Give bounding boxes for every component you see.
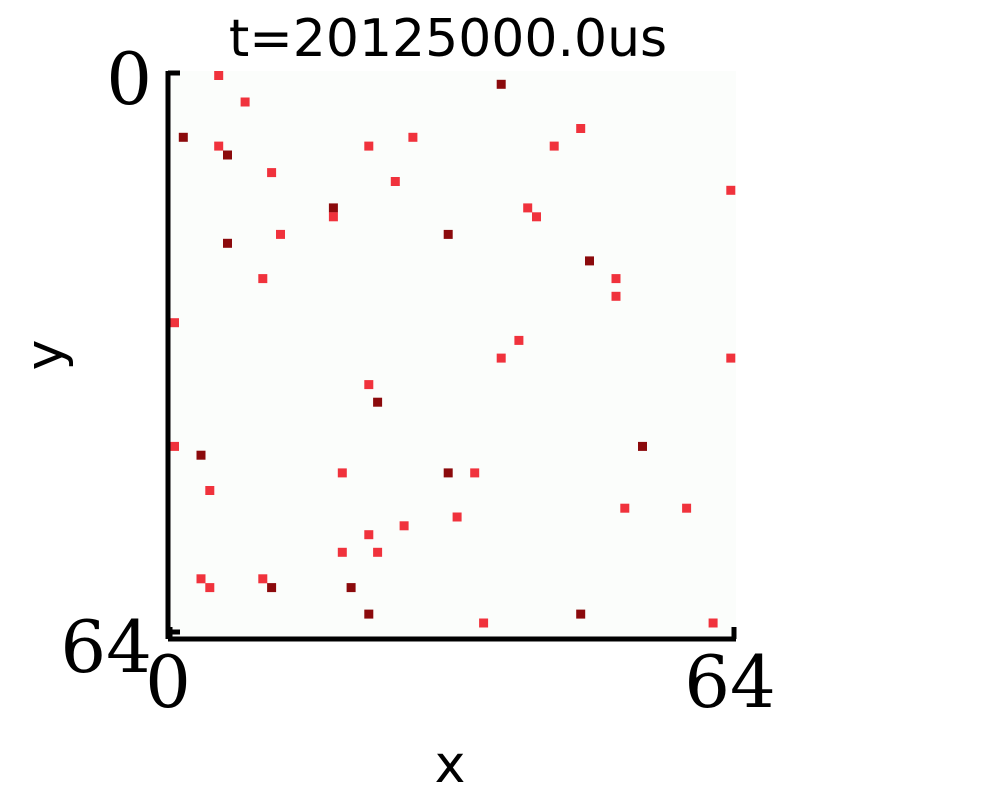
event-pixel — [373, 397, 383, 407]
event-pixel — [337, 547, 347, 557]
event-pixel — [523, 203, 533, 213]
event-pixel — [328, 203, 338, 213]
event-pixel — [178, 132, 188, 142]
event-pixel — [214, 141, 224, 151]
event-pixel — [620, 503, 630, 513]
y-tick-label-bottom: 64 — [60, 605, 152, 689]
event-pixel — [328, 212, 338, 222]
event-pixel — [452, 512, 462, 522]
event-pixel — [496, 353, 506, 363]
event-pixel — [276, 229, 285, 239]
event-pixel — [170, 318, 179, 328]
event-pixel — [576, 609, 586, 619]
event-pixel — [346, 583, 356, 593]
event-pixel — [240, 97, 250, 107]
event-pixel — [205, 583, 215, 593]
event-pixel — [223, 238, 232, 248]
event-pixel — [170, 441, 179, 451]
event-pixel — [611, 291, 621, 301]
plot-background — [168, 71, 736, 639]
event-pixel — [443, 468, 453, 478]
event-pixel — [223, 150, 232, 160]
event-pixel — [638, 441, 647, 451]
event-pixel — [479, 618, 489, 628]
event-pixel — [337, 468, 347, 478]
event-pixel — [258, 274, 268, 284]
x-tick-label-right: 64 — [684, 640, 776, 724]
event-pixel — [214, 71, 224, 80]
event-pixel — [682, 503, 692, 513]
x-axis-label: x — [435, 735, 466, 795]
event-pixel — [585, 256, 594, 266]
chart-title: t=20125000.0us — [229, 9, 667, 69]
event-pixel — [443, 229, 453, 239]
y-axis-label: y — [15, 340, 75, 371]
event-pixel — [364, 530, 374, 540]
event-pixel — [364, 609, 374, 619]
event-pixel — [532, 212, 541, 222]
event-pixel — [196, 574, 206, 584]
y-tick-label-top: 0 — [106, 37, 152, 121]
event-pixel — [549, 141, 559, 151]
event-pixel — [470, 468, 480, 478]
event-pixel — [205, 486, 215, 495]
event-pixel — [390, 177, 400, 186]
event-pixel — [373, 547, 383, 557]
event-pixels — [170, 71, 736, 628]
x-tick-label-left: 0 — [145, 640, 191, 724]
event-pixel — [408, 132, 418, 142]
event-pixel — [611, 274, 621, 284]
event-pixel — [726, 353, 736, 363]
event-pixel — [196, 450, 206, 460]
event-pixel — [364, 380, 374, 390]
event-pixel — [258, 574, 268, 584]
event-pixel — [267, 583, 277, 593]
event-pixel — [576, 124, 586, 133]
event-pixel — [514, 335, 524, 345]
event-pixel — [267, 168, 277, 178]
event-pixel — [364, 141, 374, 151]
event-pixel — [496, 79, 506, 89]
event-pixel — [726, 185, 736, 195]
event-pixel — [708, 618, 718, 628]
event-pixel — [399, 521, 409, 531]
